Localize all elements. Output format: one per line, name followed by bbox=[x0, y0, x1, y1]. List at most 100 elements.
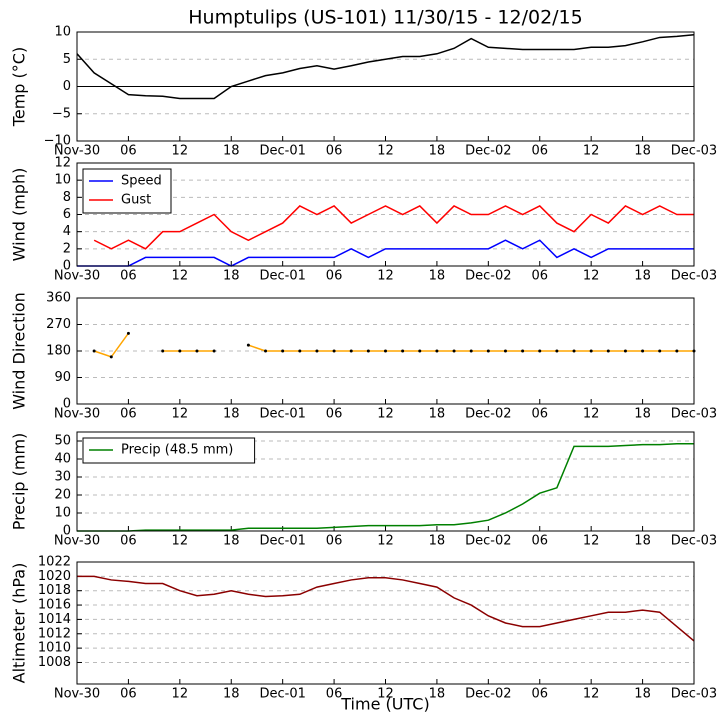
x-tick-label: 12 bbox=[377, 687, 394, 702]
y-tick-label: 180 bbox=[46, 344, 71, 359]
x-tick-label: 18 bbox=[429, 144, 446, 159]
plot-frame bbox=[76, 162, 695, 267]
point bbox=[298, 349, 302, 353]
y-tick-label: −10 bbox=[44, 134, 71, 149]
y-tick-label: 270 bbox=[46, 317, 71, 332]
point bbox=[469, 349, 473, 353]
x-tick-label: 12 bbox=[172, 687, 189, 702]
y-tick-label: 0 bbox=[63, 259, 71, 274]
x-axis-label: Time (UTC) bbox=[340, 695, 429, 714]
x-tick-label: 18 bbox=[634, 269, 651, 284]
point bbox=[521, 349, 525, 353]
series-line bbox=[93, 332, 130, 358]
x-tick-label: 12 bbox=[583, 687, 600, 702]
x-tick-label: 06 bbox=[531, 534, 548, 549]
y-tick-label: 1018 bbox=[38, 583, 71, 598]
point bbox=[161, 349, 165, 353]
x-tick-label: 06 bbox=[531, 687, 548, 702]
y-tick-label: 6 bbox=[63, 207, 71, 222]
y-axis-label: Wind Direction bbox=[10, 292, 29, 410]
point bbox=[538, 349, 542, 353]
y-tick-label: 50 bbox=[54, 434, 71, 449]
x-tick-label: Dec-03 bbox=[671, 407, 717, 422]
x-tick-label: 12 bbox=[172, 534, 189, 549]
y-axis-label: Precip (mm) bbox=[10, 433, 29, 531]
point bbox=[623, 349, 627, 353]
y-tick-label: 0 bbox=[63, 79, 71, 94]
point bbox=[675, 349, 679, 353]
x-tick-label: 18 bbox=[223, 407, 240, 422]
x-tick-label: 06 bbox=[326, 269, 343, 284]
x-tick-label: 18 bbox=[429, 687, 446, 702]
x-tick-label: 06 bbox=[326, 144, 343, 159]
x-tick-label: 12 bbox=[172, 144, 189, 159]
plot-frame bbox=[76, 561, 695, 685]
x-tick-label: 12 bbox=[583, 269, 600, 284]
series-line bbox=[77, 575, 695, 642]
point bbox=[109, 355, 113, 359]
x-tick-label: Nov-30 bbox=[54, 687, 100, 702]
legend-label: Precip (48.5 mm) bbox=[121, 443, 233, 458]
x-tick-label: 12 bbox=[172, 269, 189, 284]
x-tick-label: Dec-03 bbox=[671, 269, 717, 284]
y-tick-label: 0 bbox=[63, 397, 71, 412]
x-tick-label: 06 bbox=[531, 144, 548, 159]
x-tick-label: Dec-02 bbox=[465, 534, 511, 549]
plot-frame bbox=[76, 431, 695, 532]
chart-title: Humptulips (US-101) 11/30/15 - 12/02/15 bbox=[188, 7, 583, 29]
series-line bbox=[93, 205, 694, 250]
point bbox=[658, 349, 662, 353]
plot-frame bbox=[76, 297, 695, 405]
x-tick-label: 06 bbox=[326, 407, 343, 422]
y-tick-label: 4 bbox=[63, 224, 71, 239]
x-tick-label: Dec-02 bbox=[465, 687, 511, 702]
y-tick-label: 1016 bbox=[38, 598, 71, 613]
point bbox=[401, 349, 405, 353]
y-tick-label: 5 bbox=[63, 52, 71, 67]
x-tick-label: Dec-01 bbox=[259, 407, 305, 422]
y-axis-label: Temp (°C) bbox=[10, 47, 29, 127]
point bbox=[572, 349, 576, 353]
point bbox=[503, 349, 507, 353]
y-tick-label: 1020 bbox=[38, 569, 71, 584]
x-tick-label: Dec-02 bbox=[465, 144, 511, 159]
y-tick-label: 10 bbox=[54, 173, 71, 188]
x-tick-label: Nov-30 bbox=[54, 144, 100, 159]
legend-box bbox=[82, 168, 172, 214]
x-tick-label: Dec-03 bbox=[671, 144, 717, 159]
x-tick-label: 06 bbox=[120, 144, 137, 159]
x-tick-label: Dec-01 bbox=[259, 144, 305, 159]
x-tick-label: 18 bbox=[429, 534, 446, 549]
x-tick-label: Dec-03 bbox=[671, 534, 717, 549]
y-tick-label: 360 bbox=[46, 291, 71, 306]
point bbox=[195, 349, 199, 353]
x-tick-label: 12 bbox=[377, 144, 394, 159]
x-tick-label: 06 bbox=[120, 534, 137, 549]
x-tick-label: 18 bbox=[223, 687, 240, 702]
legend-label: Gust bbox=[121, 193, 151, 208]
point bbox=[435, 349, 439, 353]
x-tick-label: 12 bbox=[583, 534, 600, 549]
x-tick-label: 12 bbox=[583, 144, 600, 159]
point bbox=[589, 349, 593, 353]
y-tick-label: 1014 bbox=[38, 612, 71, 627]
series-line bbox=[77, 239, 694, 267]
y-tick-label: 10 bbox=[54, 25, 71, 40]
x-tick-label: Nov-30 bbox=[54, 534, 100, 549]
y-tick-label: 10 bbox=[54, 506, 71, 521]
x-tick-label: 12 bbox=[377, 534, 394, 549]
y-axis-label: Altimeter (hPa) bbox=[10, 563, 29, 684]
y-tick-label: 20 bbox=[54, 488, 71, 503]
x-tick-label: 06 bbox=[531, 269, 548, 284]
point bbox=[366, 349, 370, 353]
y-tick-label: 1010 bbox=[38, 641, 71, 656]
x-tick-label: 18 bbox=[223, 144, 240, 159]
x-tick-label: 12 bbox=[583, 407, 600, 422]
y-axis-label: Wind (mph) bbox=[10, 168, 29, 262]
point bbox=[264, 349, 268, 353]
point bbox=[486, 349, 490, 353]
x-tick-label: Dec-01 bbox=[259, 534, 305, 549]
point bbox=[178, 349, 182, 353]
point bbox=[452, 349, 456, 353]
